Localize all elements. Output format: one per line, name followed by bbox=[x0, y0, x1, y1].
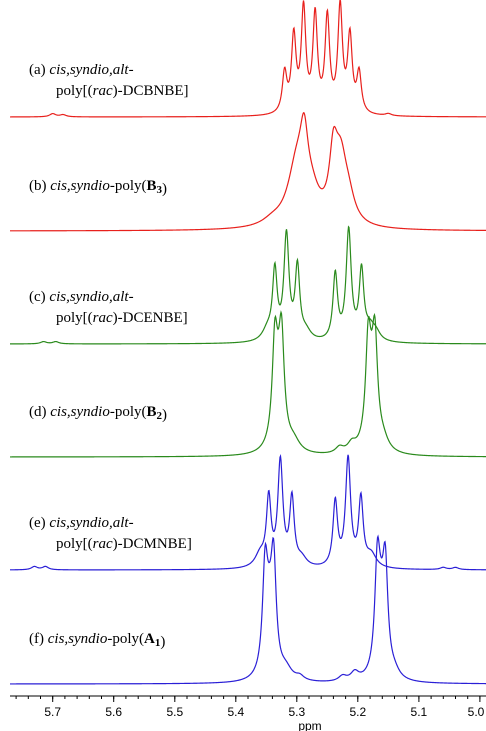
trace-label-segment: ) bbox=[162, 407, 167, 423]
x-axis-ticks: 5.7 5.6 5.5 5.4 5.3 5.2 5.1 5.0 bbox=[15, 696, 485, 719]
trace-label-segment: )-DCMNBE] bbox=[113, 536, 192, 552]
trace-label-e-line-1: (e) cis,syndio,alt- bbox=[29, 515, 134, 531]
trace-label-segment: rac bbox=[93, 83, 113, 99]
trace-label-segment: cis,syndio bbox=[50, 178, 110, 194]
trace-label-segment: (d) bbox=[29, 404, 50, 420]
x-tick-label: 5.3 bbox=[288, 705, 305, 719]
x-tick-label: 5.0 bbox=[468, 705, 485, 719]
x-tick-label: 5.7 bbox=[44, 705, 61, 719]
trace-label-segment: rac bbox=[93, 536, 113, 552]
trace-label-segment: 2 bbox=[157, 410, 163, 422]
trace-label-a-line-1: (a) cis,syndio,alt- bbox=[29, 62, 134, 78]
trace-label-segment: poly[( bbox=[56, 536, 93, 552]
spectrum-trace-b bbox=[10, 112, 486, 232]
spectrum-traces bbox=[10, 0, 486, 685]
trace-label-c-line-2: poly[(rac)-DCENBE] bbox=[56, 310, 188, 326]
spectrum-trace-a bbox=[10, 0, 486, 118]
trace-label-segment: cis,syndio bbox=[50, 404, 110, 420]
trace-label-segment: -poly( bbox=[110, 178, 147, 194]
trace-label-segment: (c) bbox=[29, 289, 49, 305]
x-tick-label: 5.4 bbox=[227, 705, 244, 719]
ppm-axis: 5.7 5.6 5.5 5.4 5.3 5.2 5.1 5.0 ppm bbox=[10, 695, 486, 731]
trace-label-segment: A bbox=[144, 631, 155, 647]
trace-label-segment: cis,syndio bbox=[48, 631, 108, 647]
trace-label-c-line-1: (c) cis,syndio,alt- bbox=[29, 289, 134, 305]
x-tick-label: 5.2 bbox=[349, 705, 366, 719]
trace-label-segment: )-DCENBE] bbox=[113, 310, 188, 326]
trace-label-segment: 1 bbox=[155, 637, 161, 649]
trace-label-f-line-1: (f) cis,syndio-poly(A1) bbox=[29, 631, 165, 650]
spectrum-trace-f bbox=[10, 534, 486, 685]
trace-label-segment: 3 bbox=[157, 184, 163, 196]
trace-label-segment: poly[( bbox=[56, 83, 93, 99]
x-tick-label: 5.6 bbox=[105, 705, 122, 719]
trace-labels: (a) cis,syndio,alt-poly[(rac)-DCBNBE](b)… bbox=[29, 62, 192, 650]
trace-label-segment: cis,syndio,alt- bbox=[49, 289, 133, 305]
trace-label-segment: (f) bbox=[29, 631, 48, 647]
x-tick-label: 5.1 bbox=[411, 705, 428, 719]
spectrum-trace-e bbox=[10, 454, 486, 571]
spectrum-trace-d bbox=[10, 310, 486, 458]
x-axis-label: ppm bbox=[298, 719, 321, 731]
trace-label-a-line-2: poly[(rac)-DCBNBE] bbox=[56, 83, 189, 99]
trace-label-segment: poly[( bbox=[56, 310, 93, 326]
trace-label-segment: -poly( bbox=[110, 404, 147, 420]
trace-label-segment: B bbox=[147, 178, 157, 194]
trace-label-segment: (a) bbox=[29, 62, 49, 78]
trace-label-segment: cis,syndio,alt- bbox=[49, 62, 133, 78]
trace-label-segment: cis,syndio,alt- bbox=[49, 515, 133, 531]
trace-label-segment: -poly( bbox=[107, 631, 144, 647]
trace-label-b-line-1: (b) cis,syndio-poly(B3) bbox=[29, 178, 167, 197]
trace-label-d-line-1: (d) cis,syndio-poly(B2) bbox=[29, 404, 167, 423]
trace-label-segment: B bbox=[147, 404, 157, 420]
trace-label-segment: rac bbox=[93, 310, 113, 326]
trace-label-segment: (e) bbox=[29, 515, 49, 531]
trace-label-segment: )-DCBNBE] bbox=[113, 83, 189, 99]
trace-label-e-line-2: poly[(rac)-DCMNBE] bbox=[56, 536, 192, 552]
trace-label-segment: ) bbox=[160, 634, 165, 650]
trace-label-segment: ) bbox=[162, 181, 167, 197]
x-tick-label: 5.5 bbox=[166, 705, 183, 719]
trace-label-segment: (b) bbox=[29, 178, 50, 194]
spectrum-trace-c bbox=[10, 225, 486, 345]
